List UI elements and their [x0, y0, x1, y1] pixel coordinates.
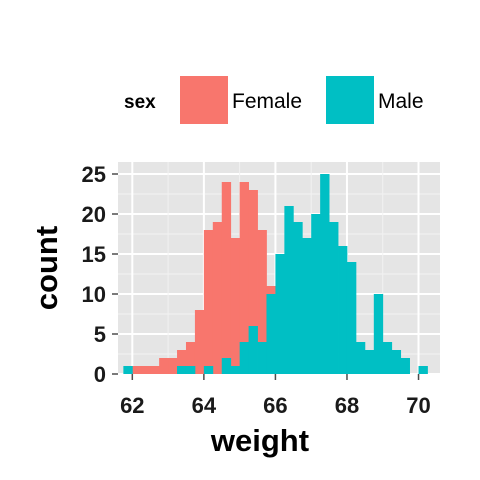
histogram-bar-female [150, 366, 160, 374]
x-tick-label: 68 [335, 393, 359, 418]
x-tick-label: 70 [406, 393, 430, 418]
histogram-bar-male [248, 326, 258, 374]
histogram-bar-male [221, 358, 232, 374]
histogram-bar-male [239, 342, 249, 374]
x-tick-label: 66 [263, 393, 287, 418]
histogram-bar-female [141, 366, 151, 374]
x-tick-label: 64 [192, 393, 217, 418]
histogram-bar-male [230, 366, 241, 374]
histogram-bar-male [284, 206, 294, 374]
y-tick-label: 0 [94, 362, 106, 387]
histogram-bar-male [364, 350, 375, 374]
histogram-bar-male [355, 342, 366, 374]
x-axis-title: weight [210, 423, 309, 458]
histogram-bar-male [275, 254, 285, 374]
histogram-bar-female [185, 342, 196, 374]
legend-key-male [326, 76, 374, 124]
y-tick-label: 20 [82, 202, 106, 227]
histogram-bar-male [338, 246, 348, 374]
histogram-bar-female [212, 222, 223, 374]
histogram-bar-female [203, 230, 214, 374]
histogram-bar-female [257, 230, 267, 374]
y-axis: 0 5 10 15 20 25 [82, 162, 118, 387]
histogram-bar-male [382, 342, 393, 374]
histogram-bar-female [168, 358, 178, 374]
histogram-bar-female [159, 358, 169, 374]
y-tick-label: 25 [82, 162, 106, 187]
histogram-bar-male [418, 366, 428, 374]
y-axis-title: count [29, 226, 64, 310]
histogram-bar-female [239, 182, 249, 374]
histogram-bar-male [346, 262, 357, 374]
histogram-bar-female [194, 310, 205, 374]
histogram-bar-male [257, 342, 267, 374]
histogram-bar-male [203, 366, 214, 374]
histogram-bar-male [185, 366, 196, 374]
legend-title: sex [124, 92, 156, 113]
male-bars [123, 174, 428, 374]
histogram-bar-male [123, 366, 133, 374]
legend-label-female: Female [232, 90, 302, 113]
x-tick-label: 62 [120, 393, 144, 418]
legend-key-female [180, 76, 228, 124]
histogram-bar-female [177, 350, 187, 374]
histogram-bar-male [177, 366, 187, 374]
histogram-bar-male [266, 294, 276, 374]
histogram-bar-male [373, 294, 384, 374]
histogram-bar-male [311, 214, 321, 374]
histogram-bar-male [329, 222, 339, 374]
histogram-bar-female [248, 190, 258, 374]
histogram-bar-male [302, 238, 312, 374]
legend-label-male: Male [378, 90, 424, 113]
histogram-bar-female [221, 182, 232, 374]
histogram-bar-male [293, 222, 303, 374]
legend: sex Female Male [124, 76, 424, 124]
histogram-bar-female [132, 366, 142, 374]
y-tick-label: 5 [94, 322, 106, 347]
histogram-bar-female [230, 238, 241, 374]
histogram-bar-male [400, 358, 410, 374]
histogram-bar-male [391, 350, 402, 374]
x-axis: 62 64 66 68 70 [120, 374, 431, 418]
histogram-bar-male [320, 174, 330, 374]
y-tick-label: 10 [82, 282, 106, 307]
y-tick-label: 15 [82, 242, 106, 267]
